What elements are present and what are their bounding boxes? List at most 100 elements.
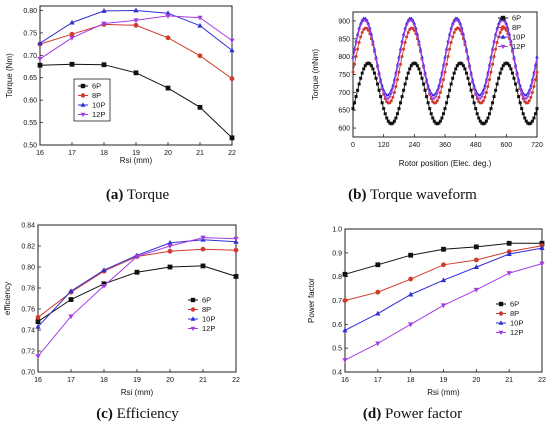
data-point-12P xyxy=(405,24,409,28)
data-point-6P xyxy=(394,116,398,120)
data-point-6P xyxy=(415,64,419,68)
data-point-10P xyxy=(386,93,390,97)
data-point-8P xyxy=(445,62,449,66)
data-point-6P xyxy=(368,62,372,66)
data-point-12P xyxy=(414,29,418,33)
data-point-6P xyxy=(409,64,413,68)
y-tick-label: 750 xyxy=(338,72,350,79)
data-point-6P xyxy=(514,82,518,86)
data-point-12P xyxy=(475,95,479,99)
data-point-12P xyxy=(355,35,360,39)
caption-b: (b) Torque waveform xyxy=(275,187,550,204)
legend-label-12P: 12P xyxy=(92,110,105,119)
data-point-12P xyxy=(374,58,378,62)
data-point-6P xyxy=(412,61,416,65)
data-point-6P xyxy=(437,121,441,125)
data-point-10P xyxy=(506,251,512,256)
data-point-12P xyxy=(368,29,372,33)
caption-c: (c) Efficiency xyxy=(0,406,275,423)
data-point-12P xyxy=(506,29,510,33)
data-point-6P xyxy=(500,67,504,71)
data-point-12P xyxy=(460,29,464,33)
data-point-6P xyxy=(492,95,496,99)
data-point-12P xyxy=(539,261,545,267)
data-point-6P xyxy=(35,319,41,324)
data-point-6P xyxy=(441,246,446,252)
data-point-6P xyxy=(517,95,521,99)
data-point-12P xyxy=(406,20,410,24)
data-point-10P xyxy=(408,291,414,297)
data-point-6P xyxy=(489,107,493,111)
y-tick-label: 0.82 xyxy=(21,244,35,251)
data-point-8P xyxy=(451,35,455,39)
legend-label-10P: 10P xyxy=(512,33,525,42)
y-tick-label: 0.72 xyxy=(21,349,35,356)
data-point-8P xyxy=(391,95,395,99)
data-point-10P xyxy=(473,264,479,270)
data-point-6P xyxy=(351,107,355,111)
data-point-12P xyxy=(446,42,450,46)
data-point-6P xyxy=(498,71,502,75)
data-point-6P xyxy=(354,95,358,99)
data-point-12P xyxy=(521,95,525,99)
data-point-8P xyxy=(400,54,404,58)
data-point-6P xyxy=(397,107,401,111)
legend-marker-12P xyxy=(80,112,86,118)
x-tick-label: 19 xyxy=(133,377,141,384)
legend-marker-12P xyxy=(500,44,506,50)
data-point-6P xyxy=(197,104,203,110)
legend-label-6P: 6P xyxy=(512,14,521,23)
data-point-12P xyxy=(447,35,452,39)
data-point-6P xyxy=(510,71,514,75)
y-tick-label: 0.55 xyxy=(23,120,37,127)
caption-d: (d) Power factor xyxy=(275,406,550,423)
data-point-12P xyxy=(371,42,375,46)
x-tick-label: 600 xyxy=(500,142,512,149)
data-point-12P xyxy=(426,87,430,91)
data-point-6P xyxy=(440,116,444,120)
data-point-12P xyxy=(520,92,524,96)
x-tick-label: 19 xyxy=(440,377,448,384)
data-point-8P xyxy=(354,54,358,58)
data-point-12P xyxy=(449,29,453,33)
data-point-12P xyxy=(440,303,447,309)
data-point-8P xyxy=(351,70,355,74)
data-point-6P xyxy=(473,244,479,250)
y-tick-label: 0.74 xyxy=(21,328,35,335)
data-point-10P xyxy=(35,323,41,329)
data-point-6P xyxy=(68,297,74,302)
data-point-8P xyxy=(359,35,363,39)
x-tick-label: 16 xyxy=(34,377,42,384)
data-point-10P xyxy=(432,93,436,97)
x-tick-label: 21 xyxy=(199,377,207,384)
data-point-6P xyxy=(443,107,447,111)
x-tick-label: 18 xyxy=(100,150,108,157)
data-point-8P xyxy=(494,47,498,51)
series-12P xyxy=(35,235,239,360)
data-point-12P xyxy=(474,92,478,96)
legend-label-6P: 6P xyxy=(510,300,519,309)
data-point-12P xyxy=(375,66,380,70)
data-point-6P xyxy=(460,62,464,66)
data-point-12P xyxy=(375,341,381,347)
data-point-12P xyxy=(529,87,533,91)
data-point-8P xyxy=(532,85,536,89)
data-point-12P xyxy=(360,20,364,24)
legend-marker-10P xyxy=(500,34,506,39)
data-point-12P xyxy=(437,87,441,91)
data-point-12P xyxy=(417,42,421,46)
data-point-6P xyxy=(395,112,399,116)
x-tick-label: 22 xyxy=(232,377,240,384)
caption-d-text: Power factor xyxy=(381,406,463,422)
y-tick-label: 0.9 xyxy=(332,250,342,257)
legend-label-6P: 6P xyxy=(92,82,101,91)
data-point-10P xyxy=(69,19,75,25)
data-point-6P xyxy=(388,121,392,125)
data-point-12P xyxy=(533,66,538,70)
data-point-6P xyxy=(423,88,427,92)
data-point-12P xyxy=(483,87,487,91)
data-point-12P xyxy=(443,58,447,62)
plot-area-waveform xyxy=(352,11,538,138)
data-point-12P xyxy=(68,314,74,320)
